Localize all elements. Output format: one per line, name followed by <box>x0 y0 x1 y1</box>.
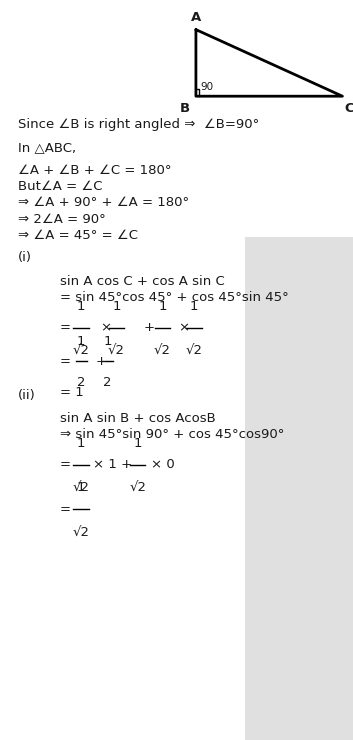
Text: 2: 2 <box>77 376 85 389</box>
Text: 1: 1 <box>103 334 112 348</box>
Text: √2: √2 <box>108 344 125 357</box>
Text: =: = <box>60 458 71 471</box>
Text: 1: 1 <box>190 300 198 313</box>
Text: ∠A + ∠B + ∠C = 180°: ∠A + ∠B + ∠C = 180° <box>18 164 171 177</box>
Bar <box>245 237 353 740</box>
Text: +: + <box>144 321 155 334</box>
Text: =: = <box>60 354 71 368</box>
Text: √2: √2 <box>73 525 90 539</box>
Text: Since ∠B is right angled ⇒  ∠B=90°: Since ∠B is right angled ⇒ ∠B=90° <box>18 118 259 131</box>
Text: =: = <box>60 321 71 334</box>
Text: 1: 1 <box>77 300 85 313</box>
Text: 90: 90 <box>201 82 214 92</box>
Text: (ii): (ii) <box>18 389 35 403</box>
Text: ⇒ 2∠A = 90°: ⇒ 2∠A = 90° <box>18 212 106 226</box>
Text: In △ABC,: In △ABC, <box>18 141 76 155</box>
Text: =: = <box>60 502 71 516</box>
Text: (i): (i) <box>18 251 32 264</box>
Text: 1: 1 <box>77 437 85 450</box>
Text: sin A sin B + cos AcosB: sin A sin B + cos AcosB <box>60 411 216 425</box>
Text: √2: √2 <box>129 481 146 494</box>
Text: 1: 1 <box>158 300 167 313</box>
Text: A: A <box>191 10 201 24</box>
Text: √2: √2 <box>154 344 171 357</box>
Text: +: + <box>95 354 106 368</box>
Text: = sin 45°cos 45° + cos 45°sin 45°: = sin 45°cos 45° + cos 45°sin 45° <box>60 291 289 304</box>
Text: ⇒ ∠A + 90° + ∠A = 180°: ⇒ ∠A + 90° + ∠A = 180° <box>18 196 189 209</box>
Text: B: B <box>180 102 190 115</box>
Text: √2: √2 <box>186 344 203 357</box>
Text: But∠A = ∠C: But∠A = ∠C <box>18 180 102 193</box>
Text: × 1 +: × 1 + <box>93 458 132 471</box>
Text: × 0: × 0 <box>151 458 174 471</box>
Text: ⇒ ∠A = 45° = ∠C: ⇒ ∠A = 45° = ∠C <box>18 229 138 242</box>
Text: √2: √2 <box>73 481 90 494</box>
Text: C: C <box>344 102 353 115</box>
Text: 1: 1 <box>77 334 85 348</box>
Text: 1: 1 <box>77 481 85 494</box>
Text: ×: × <box>178 321 190 334</box>
Text: √2: √2 <box>73 344 90 357</box>
Text: 2: 2 <box>103 376 112 389</box>
Text: = 1: = 1 <box>60 386 84 399</box>
Text: sin A cos C + cos A sin C: sin A cos C + cos A sin C <box>60 275 225 288</box>
Text: ×: × <box>101 321 112 334</box>
Text: ⇒ sin 45°sin 90° + cos 45°cos90°: ⇒ sin 45°sin 90° + cos 45°cos90° <box>60 428 285 441</box>
Text: 1: 1 <box>133 437 142 450</box>
Text: 1: 1 <box>112 300 121 313</box>
